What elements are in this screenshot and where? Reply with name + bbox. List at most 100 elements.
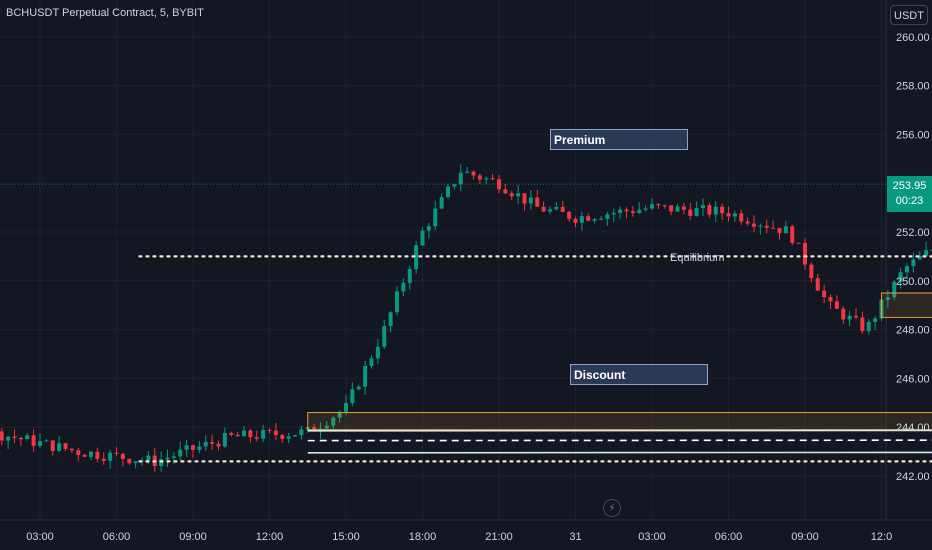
candle-body — [771, 227, 776, 229]
candle-body — [732, 213, 737, 217]
candle-body — [273, 430, 278, 436]
candle-body — [25, 435, 30, 440]
candle-body — [745, 221, 750, 224]
candle-body — [490, 178, 495, 180]
candle-body — [363, 365, 368, 387]
candle-body — [662, 205, 667, 207]
candle-body — [841, 308, 846, 320]
candle-body — [656, 204, 661, 206]
candle-body — [905, 266, 909, 273]
candle-body — [579, 216, 584, 223]
equilibrium-label: Equilibrium — [670, 252, 725, 264]
candle-body — [184, 445, 189, 450]
candle-body — [471, 171, 476, 176]
candle-body — [120, 453, 125, 460]
x-tick-label: 12:00 — [256, 531, 284, 543]
candle-body — [280, 435, 285, 439]
candle-body — [548, 209, 552, 212]
candle-body — [254, 437, 259, 439]
candle-body — [203, 442, 208, 447]
candle-body — [522, 193, 527, 204]
candle-body — [6, 436, 11, 441]
candle-body — [57, 443, 62, 452]
candle-body — [356, 386, 361, 390]
candle-body — [509, 193, 514, 197]
candle-body — [261, 429, 266, 439]
y-tick-label: 244.00 — [896, 422, 930, 434]
candle-body — [191, 445, 195, 450]
sell-side-lines-top — [307, 429, 932, 432]
candle-body — [630, 211, 635, 214]
candle-body — [573, 218, 578, 223]
candle-body — [618, 209, 623, 213]
candle-body — [528, 197, 533, 204]
candle-body — [815, 278, 820, 291]
candle-body — [669, 205, 674, 212]
candle-body — [31, 435, 36, 446]
candle-body — [567, 211, 572, 219]
candle-body — [414, 245, 419, 270]
candle-body — [701, 205, 705, 208]
candle-body — [267, 429, 272, 431]
candle-body — [38, 441, 42, 446]
premium-label: Premium — [550, 129, 688, 150]
candle-body — [924, 250, 929, 256]
currency-button[interactable]: USDT — [890, 5, 928, 25]
candle-body — [586, 216, 591, 221]
candle-body — [439, 197, 444, 209]
candle-body — [694, 207, 699, 216]
candle-body — [828, 297, 833, 302]
candle-body — [822, 290, 827, 298]
candle-body — [764, 225, 769, 228]
candle-body — [293, 434, 297, 437]
candle-body — [458, 172, 463, 185]
candle-body — [898, 272, 903, 282]
candle-body — [911, 259, 916, 267]
candle-body — [688, 209, 693, 216]
candle-body — [229, 433, 234, 435]
candle-body — [420, 230, 425, 246]
x-tick-label: 09:00 — [179, 531, 207, 543]
bolt-icon[interactable]: ⚡ — [603, 499, 621, 517]
candle-body — [643, 208, 648, 210]
candle-body — [395, 291, 399, 313]
candle-body — [216, 443, 221, 447]
sell-side-lines-mid — [307, 439, 932, 442]
y-tick-label: 250.00 — [896, 276, 930, 288]
candle-body — [171, 456, 176, 458]
candle-body — [637, 209, 642, 214]
candle-body — [554, 207, 559, 210]
candle-body — [76, 450, 81, 455]
y-tick-label: 248.00 — [896, 325, 930, 337]
candle-body — [892, 281, 897, 298]
y-tick-label: 246.00 — [896, 373, 930, 385]
candle-body — [159, 459, 164, 466]
candle-body — [624, 209, 629, 212]
y-tick-label: 252.00 — [896, 227, 930, 239]
x-tick-label: 09:00 — [791, 531, 819, 543]
candle-body — [535, 197, 540, 207]
candle-body — [930, 249, 932, 251]
y-tick-label: 260.00 — [896, 32, 930, 44]
candle-body — [796, 242, 801, 244]
candle-body — [516, 193, 521, 197]
candle-body — [854, 315, 858, 318]
candle-body — [344, 402, 348, 412]
candle-body — [605, 214, 610, 219]
y-tick-label: 258.00 — [896, 81, 930, 93]
candle-body — [12, 436, 17, 438]
candle-body — [446, 186, 450, 198]
candle-body — [197, 446, 202, 450]
candle-body — [885, 297, 890, 300]
candle-body — [503, 189, 508, 194]
candle-body — [713, 206, 718, 215]
candle-body — [375, 346, 380, 359]
candle-body — [675, 206, 680, 212]
candle-body — [146, 455, 151, 461]
last-price-tag: 253.95 00:23 — [887, 176, 932, 212]
candle-body — [592, 219, 597, 221]
x-tick-label: 18:00 — [409, 531, 437, 543]
candle-body — [726, 213, 731, 217]
candle-body — [248, 430, 253, 438]
